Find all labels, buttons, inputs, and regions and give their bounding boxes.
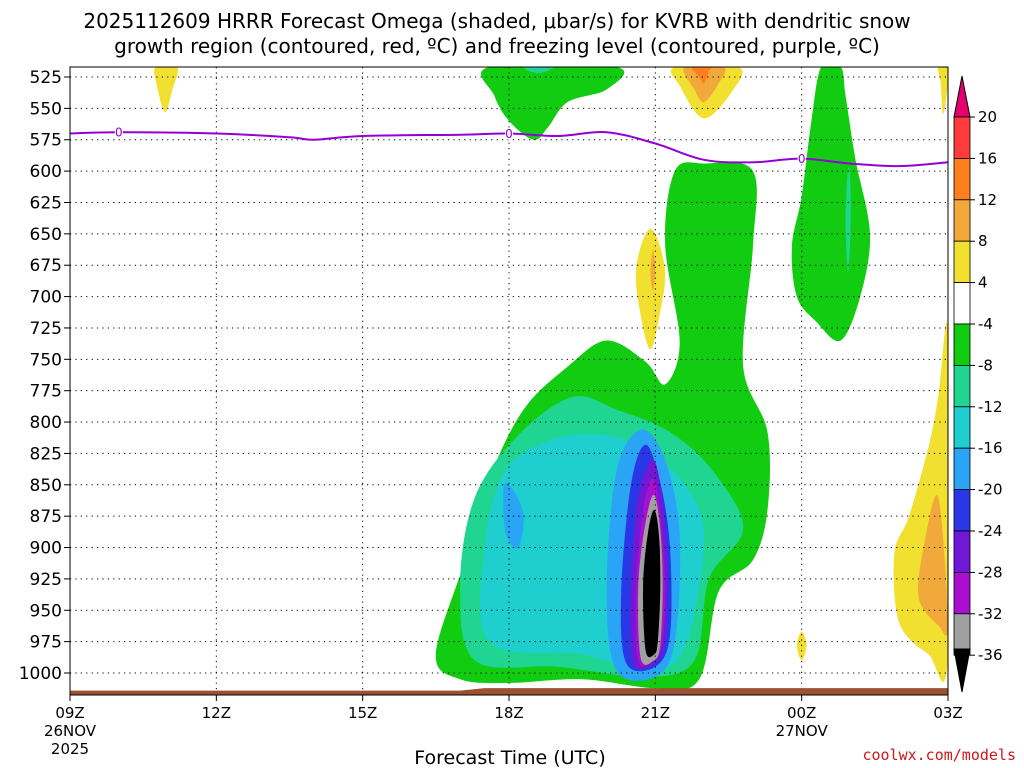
colorbar-label-9: -20: [978, 481, 1003, 499]
freezing-level-label-0: 0: [115, 126, 123, 140]
omega-region-20: [635, 229, 666, 350]
x-tick-label-03Z: 03Z: [933, 704, 962, 722]
y-tick-label-1000: 1000: [19, 664, 62, 684]
y-tick-label-825: 825: [30, 444, 62, 464]
colorbar-label-7: -12: [978, 398, 1003, 416]
colorbar-label-13: -36: [978, 646, 1003, 664]
freezing-level-label-1: 0: [505, 127, 513, 141]
omega-region-15: [154, 67, 179, 113]
freezing-level-label-2: 0: [798, 152, 806, 166]
chart-title-line1: 2025112609 HRRR Forecast Omega (shaded, …: [83, 9, 910, 33]
x-tick-label-18Z: 18Z: [494, 704, 523, 722]
colorbar-label-6: -8: [978, 356, 993, 374]
colorbar-label-5: -4: [978, 315, 993, 333]
y-tick-label-550: 550: [30, 99, 62, 119]
colorbar-label-8: -16: [978, 439, 1003, 457]
omega-region-19: [937, 67, 948, 115]
x-year-label: 2025: [51, 740, 89, 758]
contour-lines: 0 0 0: [70, 126, 948, 168]
colorbar-swatch-6: [953, 323, 971, 366]
colorbar-label-3: 8: [978, 232, 988, 250]
freezing-level-line: [70, 131, 948, 168]
omega-region-8: [643, 509, 661, 658]
colorbar-swatch-4: [953, 240, 971, 283]
colorbar-swatch-11: [953, 530, 971, 573]
x-tick-label-21Z: 21Z: [641, 704, 670, 722]
y-tick-label-775: 775: [30, 382, 62, 402]
colorbar-bottom-triangle: [953, 648, 971, 693]
colorbar-swatch-8: [953, 406, 971, 449]
x-date-label-26NOV: 26NOV: [44, 722, 97, 740]
y-tick-label-800: 800: [30, 413, 62, 433]
omega-region-14: [845, 166, 851, 272]
colorbar-swatch-10: [953, 489, 971, 532]
y-tick-label-525: 525: [30, 68, 62, 88]
omega-region-18: [691, 67, 713, 84]
y-tick-label-625: 625: [30, 193, 62, 213]
y-tick-label-950: 950: [30, 601, 62, 621]
y-tick-label-700: 700: [30, 288, 62, 308]
omega-region-13: [791, 67, 871, 342]
omega-region-24: [796, 631, 807, 661]
colorbar-label-1: 16: [978, 149, 997, 167]
y-tick-label-900: 900: [30, 539, 62, 559]
x-tick-label-15Z: 15Z: [348, 704, 377, 722]
colorbar-swatch-1: [953, 116, 971, 159]
colorbar-swatch-7: [953, 364, 971, 408]
y-tick-label-875: 875: [30, 507, 62, 527]
omega-region-21: [650, 250, 656, 291]
colorbar-label-0: 20: [978, 108, 997, 126]
x-date-label-27NOV: 27NOV: [776, 722, 829, 740]
omega-region-11: [523, 67, 554, 74]
colorbar-label-4: 4: [978, 274, 988, 292]
y-tick-label-600: 600: [30, 162, 62, 182]
colorbar-top-triangle: [953, 75, 971, 118]
x-axis-title: Forecast Time (UTC): [414, 747, 605, 768]
omega-region-17: [683, 67, 726, 103]
omega-region-23: [917, 495, 948, 636]
omega-region-10: [481, 67, 625, 140]
x-tick-label-09Z: 09Z: [55, 704, 84, 722]
colorbar-label-10: -24: [978, 522, 1003, 540]
y-tick-label-725: 725: [30, 319, 62, 339]
colorbar-swatch-2: [953, 157, 971, 201]
y-tick-label-650: 650: [30, 225, 62, 245]
chart-title-line2: growth region (contoured, red, ºC) and f…: [114, 34, 880, 58]
y-tick-label-675: 675: [30, 256, 62, 276]
grid-lines: [70, 67, 948, 695]
colorbar-swatch-9: [953, 447, 971, 491]
x-tick-label-12Z: 12Z: [202, 704, 231, 722]
colorbar-swatch-5: [953, 282, 971, 325]
colorbar: 20 16 12 8 4 -4 -8 -12 -16 -20 -24 -28 -32 -36: [953, 75, 1003, 693]
watermark: coolwx.com/models: [862, 746, 1016, 764]
x-tick-label-00Z: 00Z: [787, 704, 816, 722]
colorbar-label-2: 12: [978, 191, 997, 209]
surface-terrain: [70, 688, 948, 695]
y-tick-label-575: 575: [30, 131, 62, 151]
surface-fill: [70, 688, 948, 695]
omega-shaded-regions: [154, 67, 948, 690]
y-axis: 525 550 575 600 625 650 675 700 725 750 775 800 825 8…: [19, 68, 70, 684]
y-tick-label-850: 850: [30, 476, 62, 496]
colorbar-swatch-3: [953, 199, 971, 242]
colorbar-label-11: -28: [978, 563, 1003, 581]
colorbar-label-12: -32: [978, 605, 1003, 623]
colorbar-swatch-12: [953, 572, 971, 615]
y-tick-label-925: 925: [30, 570, 62, 590]
y-tick-label-750: 750: [30, 350, 62, 370]
y-tick-label-975: 975: [30, 633, 62, 653]
